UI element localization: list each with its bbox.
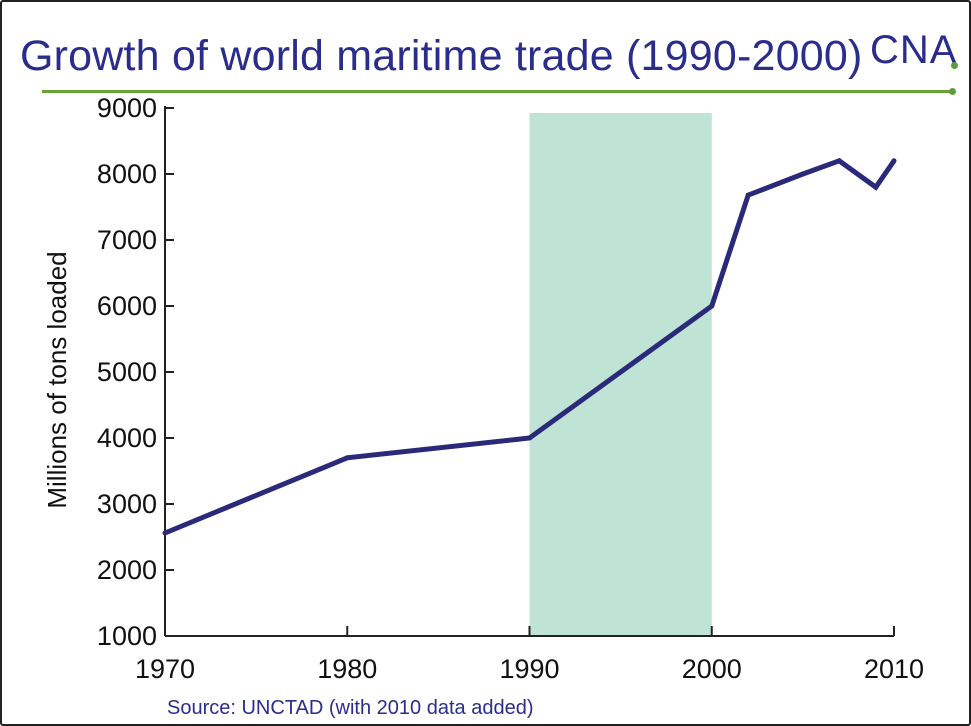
- y-tick-label: 4000: [97, 423, 157, 453]
- data-point: [344, 455, 350, 461]
- y-tick-label: 7000: [97, 225, 157, 255]
- y-tick-label: 8000: [97, 159, 157, 189]
- x-tick-label: 2000: [682, 654, 742, 684]
- y-tick-label: 1000: [97, 621, 157, 651]
- accent-dot: [949, 88, 956, 95]
- data-point: [162, 530, 168, 536]
- y-ticks: 1000 2000 3000 4000 5000 6000 7000 8000 9000: [97, 93, 174, 651]
- y-axis-label: Millions of tons loaded: [42, 251, 72, 508]
- y-tick-label: 3000: [97, 489, 157, 519]
- data-point: [745, 192, 751, 198]
- data-point: [891, 158, 897, 164]
- accent-dot: [951, 62, 958, 69]
- y-tick-label: 5000: [97, 357, 157, 387]
- y-tick-label: 2000: [97, 555, 157, 585]
- slide-title: Growth of world maritime trade (1990-200…: [20, 32, 863, 80]
- y-tick-label: 9000: [97, 93, 157, 123]
- x-ticks: 1970 1980 1990 2000 2010: [135, 626, 924, 684]
- data-point: [709, 303, 715, 309]
- series-points: [162, 158, 897, 536]
- title-underline: [42, 90, 950, 93]
- source-note: Source: UNCTAD (with 2010 data added): [167, 697, 534, 719]
- data-point: [800, 171, 806, 177]
- data-point: [873, 184, 879, 190]
- data-point: [527, 435, 532, 441]
- x-tick-label: 2010: [864, 654, 924, 684]
- x-tick-label: 1980: [317, 654, 377, 684]
- cna-logo: CNA: [870, 28, 958, 72]
- data-point: [836, 158, 842, 164]
- x-tick-label: 1990: [499, 654, 559, 684]
- x-tick-label: 1970: [135, 654, 195, 684]
- y-tick-label: 6000: [97, 291, 157, 321]
